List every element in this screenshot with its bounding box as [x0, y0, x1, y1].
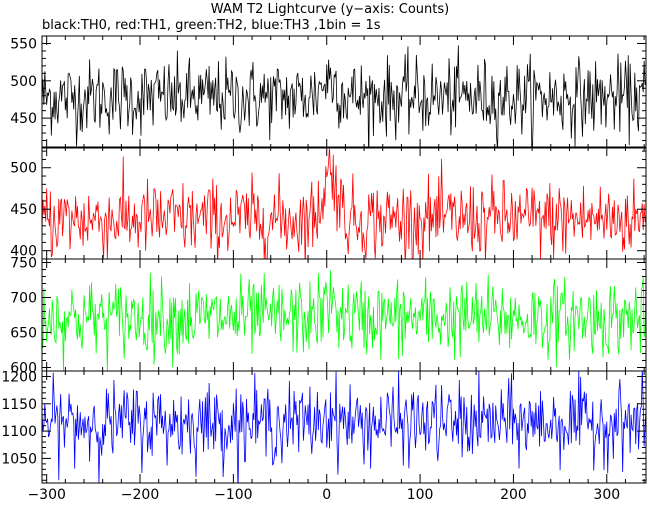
- panels-group: 450 500 550 400 450 500 600 650 700 750 1050 1100 11…: [1, 35, 647, 484]
- y-tick-label: 450: [10, 202, 37, 218]
- x-tick-label: −200: [121, 487, 159, 503]
- x-tick-label: −100: [214, 487, 252, 503]
- chart-subtitle: black:TH0, red:TH1, green:TH2, blue:TH3 …: [42, 18, 381, 33]
- x-tick-label: 0: [322, 487, 331, 503]
- y-tick-label: 550: [10, 36, 37, 52]
- y-tick-label: 1100: [1, 424, 37, 440]
- y-tick-label: 500: [10, 74, 37, 90]
- y-tick-label: 700: [10, 291, 37, 307]
- panel-th2: 600 650 700 750: [10, 256, 647, 377]
- x-tick-label: 100: [407, 487, 434, 503]
- panel-frame: [41, 35, 647, 149]
- chart-title: WAM T2 Lightcurve (y−axis: Counts): [211, 2, 449, 17]
- series-line-th1: [42, 147, 646, 259]
- y-tick-label: 1150: [1, 397, 37, 413]
- x-axis: −300 −200 −100 0 100 200 300: [27, 487, 620, 503]
- panel-th1: 400 450 500: [10, 146, 647, 260]
- y-tick-label: 750: [10, 256, 37, 272]
- y-tick-label: 1200: [1, 369, 37, 385]
- x-tick-label: 200: [500, 487, 527, 503]
- y-tick-label: 450: [10, 111, 37, 127]
- y-tick-label: 600: [10, 361, 37, 377]
- x-tick-label: 300: [593, 487, 620, 503]
- y-tick-label: 500: [10, 161, 37, 177]
- series-line-th0: [42, 45, 646, 148]
- panel-th3: 1050 1100 1150 1200: [1, 369, 647, 484]
- x-tick-label: −300: [27, 487, 65, 503]
- y-tick-label: 1050: [1, 451, 37, 467]
- panel-th0: 450 500 550: [10, 35, 647, 149]
- y-tick-label: 400: [10, 244, 37, 260]
- series-line-th2: [42, 270, 646, 371]
- y-tick-label: 650: [10, 326, 37, 342]
- panel-frame: [41, 370, 647, 484]
- series-line-th3: [42, 371, 646, 483]
